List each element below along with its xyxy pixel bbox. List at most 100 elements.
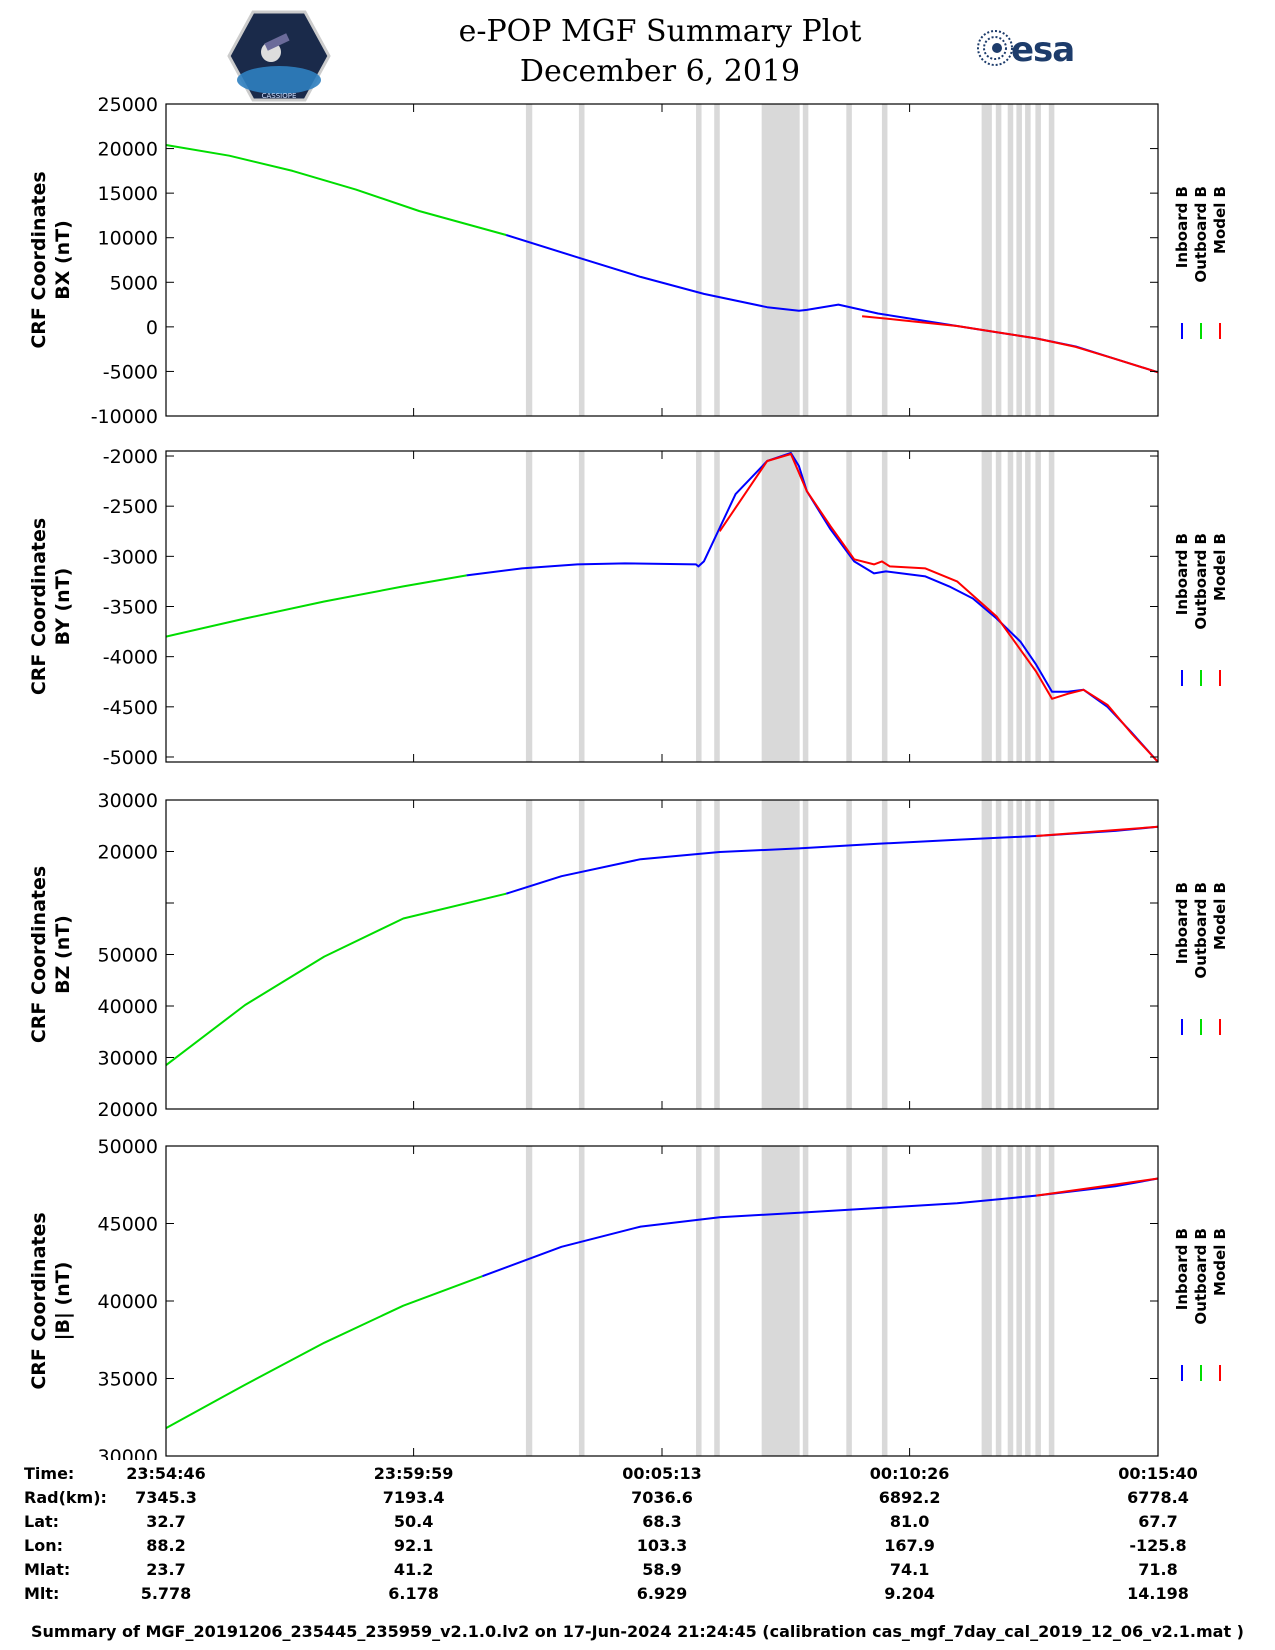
y-tick-label: 0: [146, 317, 158, 339]
data-gap-band: [761, 1146, 800, 1456]
ephemeris-cell: 6892.2: [878, 1488, 941, 1507]
ephemeris-row-label: Lat:: [24, 1512, 60, 1531]
cassiope-logo-icon: CASSIOPE: [227, 10, 331, 102]
ephemeris-row: Mlt: 5.778 6.178 6.929 9.204 14.198: [0, 1584, 1275, 1608]
y-tick-label: -2500: [103, 496, 158, 518]
y-axis-label: CRF Coordinates: [28, 866, 50, 1043]
ephemeris-row: Lat: 32.7 50.4 68.3 81.0 67.7: [0, 1512, 1275, 1536]
ephemeris-cell: 68.3: [642, 1512, 682, 1531]
data-gap-band: [1016, 451, 1022, 762]
panel-bz: 20000 30000 40000 50000 20000 30000 CRF Coordi…: [28, 790, 1229, 1121]
ephemeris-cell: 92.1: [393, 1536, 434, 1555]
y-tick-label: -10000: [91, 406, 158, 428]
series-inboard-b: [505, 825, 1159, 895]
series-outboard-b: [165, 574, 467, 638]
y-tick-label: 30000: [98, 790, 158, 812]
y-tick-label: 10000: [98, 228, 158, 250]
y-axis-label: CRF Coordinates: [28, 1212, 50, 1389]
legend-label-inboard-b: Inboard B: [1173, 533, 1191, 615]
data-gap-band: [1025, 104, 1031, 416]
ephemeris-cell: 00:15:40: [1118, 1464, 1198, 1483]
plot-date: December 6, 2019: [519, 54, 801, 89]
y-tick-label: -4500: [103, 697, 158, 719]
data-gap-band: [1016, 104, 1022, 416]
ephemeris-cell: 88.2: [146, 1536, 186, 1555]
y-tick-label: 40000: [98, 996, 158, 1018]
series-model-b: [1036, 1177, 1159, 1197]
ephemeris-cell: 23.7: [146, 1560, 186, 1579]
series-outboard-b: [165, 892, 507, 1066]
data-gap-band: [802, 104, 809, 416]
series-inboard-b: [505, 234, 1159, 374]
data-gap-band: [696, 1146, 702, 1456]
ephemeris-row-label: Mlat:: [24, 1560, 71, 1579]
esa-logo-text: esa: [1011, 30, 1075, 70]
ephemeris-cell: 71.8: [1138, 1560, 1178, 1579]
data-gap-band: [1035, 1146, 1041, 1456]
data-gap-band: [981, 800, 992, 1109]
y-tick-label: 50000: [98, 1136, 158, 1158]
y-axis-unit-label: BX (nT): [52, 220, 74, 300]
data-gap-band: [881, 1146, 888, 1456]
esa-logo-icon: [977, 30, 1013, 66]
data-gap-band: [761, 800, 800, 1109]
data-gap-band: [525, 800, 533, 1109]
data-gap-band: [761, 451, 800, 762]
data-gap-band: [1025, 451, 1031, 762]
data-gap-band: [525, 104, 533, 416]
ephemeris-cell: 67.7: [1138, 1512, 1178, 1531]
data-gap-band: [881, 104, 888, 416]
panel-by: -5000 -4500 -4000 -3500 -3000 -2500 -2000 CRF C…: [28, 446, 1229, 769]
data-gap-band: [995, 104, 1002, 416]
y-tick-label: 35000: [98, 1369, 158, 1391]
y-tick-label: -4000: [103, 647, 158, 669]
ephemeris-row-label: Time:: [24, 1464, 75, 1483]
series-outboard-b: [165, 144, 507, 236]
y-tick-label: 50000: [98, 945, 158, 967]
data-gap-band: [802, 451, 809, 762]
y-axis-unit-label: BZ (nT): [52, 915, 74, 994]
y-tick-label: -2000: [103, 446, 158, 468]
ephemeris-cell: 14.198: [1127, 1584, 1189, 1603]
ephemeris-cell: 167.9: [884, 1536, 935, 1555]
ephemeris-row-label: Rad(km):: [24, 1488, 107, 1507]
y-tick-label: 45000: [98, 1214, 158, 1236]
ephemeris-row-label: Mlt:: [24, 1584, 60, 1603]
ephemeris-row: Time: 23:54:46 23:59:59 00:05:13 00:10:26 00:…: [0, 1464, 1275, 1488]
ephemeris-cell: 58.9: [642, 1560, 682, 1579]
series-model-b: [861, 315, 1159, 374]
y-tick-label: -3000: [103, 546, 158, 568]
data-gap-band: [525, 1146, 533, 1456]
data-gap-band: [1007, 104, 1014, 416]
y-tick-label: -3500: [103, 597, 158, 619]
y-axis-label: CRF Coordinates: [28, 518, 50, 695]
data-gap-band: [578, 104, 585, 416]
y-tick-label: 30000: [98, 1446, 158, 1460]
data-gap-band: [995, 800, 1002, 1109]
data-gap-band: [1007, 800, 1014, 1109]
ephemeris-cell: 6778.4: [1127, 1488, 1189, 1507]
series-inboard-b: [466, 452, 1159, 763]
legend-label-outboard-b: Outboard B: [1192, 186, 1210, 283]
data-gap-band: [1035, 451, 1041, 762]
y-tick-label: 20000: [98, 1099, 158, 1121]
series-model-b: [718, 453, 1159, 763]
ephemeris-cell: 23:54:46: [126, 1464, 206, 1483]
legend-label-outboard-b: Outboard B: [1192, 882, 1210, 979]
legend-label-outboard-b: Outboard B: [1192, 1228, 1210, 1325]
data-gap-band: [1025, 800, 1031, 1109]
data-gap-band: [714, 1146, 720, 1456]
ephemeris-cell: 9.204: [884, 1584, 935, 1603]
data-gap-band: [1048, 800, 1055, 1109]
y-tick-label: -5000: [103, 747, 158, 769]
series-model-b: [1036, 825, 1159, 837]
legend-label-model-b: Model B: [1211, 1228, 1229, 1296]
data-gap-band: [761, 104, 800, 416]
data-gap-band: [696, 800, 702, 1109]
footer-summary: Summary of MGF_20191206_235445_235959_v2…: [31, 1622, 1244, 1641]
y-tick-label: 15000: [98, 183, 158, 205]
ephemeris-row-label: Lon:: [24, 1536, 63, 1555]
data-gap-band: [1035, 104, 1041, 416]
data-gap-band: [1048, 1146, 1055, 1456]
data-gap-band: [995, 451, 1002, 762]
